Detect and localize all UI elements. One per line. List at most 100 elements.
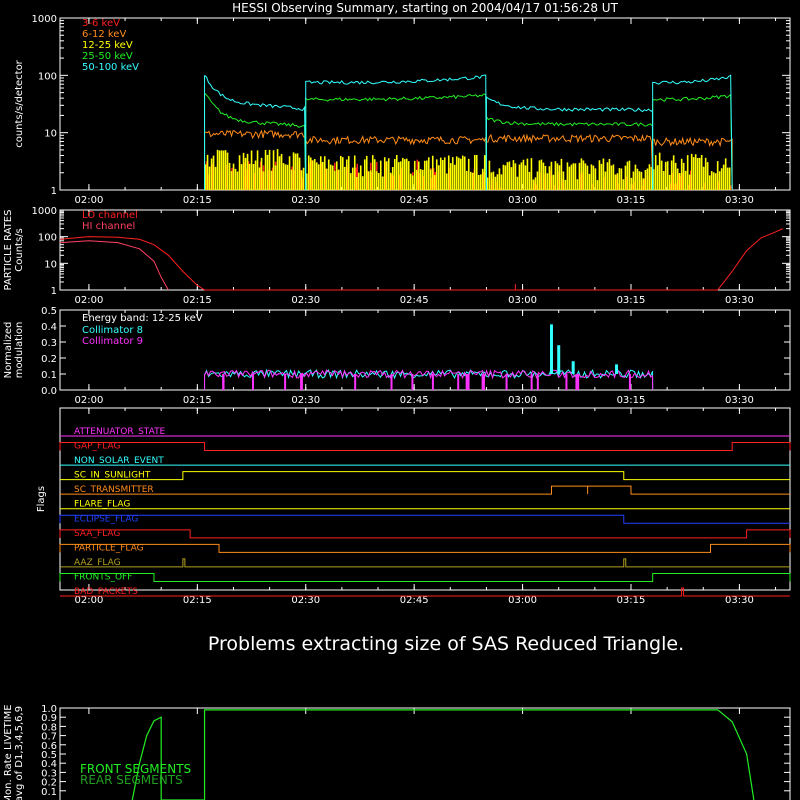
count-rate-panel: 02:00 02:15 02:30 02:45 03:00 03:15 03:30 1 10 10… [14,14,791,206]
y-tick-label: 0.2 [41,778,57,789]
plot-frame [59,407,791,591]
flag-label: ATTENUATOR_STATE [74,427,166,437]
x-tick-label: 03:30 [725,295,754,306]
energy-band-label: Energy band: 12-25 keV [82,313,203,324]
flag-trace [59,572,791,582]
livetime-panel: 0.10.20.30.40.50.60.70.80.91.0 Mon. Rate … [3,704,791,800]
x-tick-label: 02:00 [74,395,103,406]
y-tick-label: 0.2 [41,354,57,365]
y-axis-label: Normalized [3,322,14,379]
green-25-50kev-trace [485,115,654,191]
y-axis-label: Mon. Rate LIVETIME [3,704,14,800]
legend-entry: HI channel [82,221,135,232]
y-axis-label: PARTICLE RATES [3,210,14,291]
x-tick-label: 03:30 [725,595,754,606]
x-tick-label: 02:30 [291,295,320,306]
flag-trace [59,543,791,553]
y-axis-label: Counts/s [14,228,25,272]
flag-label: SC_IN_SUNLIGHT [74,471,151,481]
x-tick-label: 02:45 [400,295,429,306]
y-tick-label: 0.4 [41,759,57,770]
flag-label: BAD_PACKETS [74,587,138,597]
green-25-50kev-trace [652,93,733,191]
x-tick-label: 03:15 [617,295,646,306]
flag-label: ECLIPSE_FLAG [74,514,138,524]
y-tick-label: 0.1 [41,787,57,798]
y-tick-label: 0.6 [41,741,57,752]
legend-entry: Collimator 8 [82,325,143,336]
cyan-50-100kev-trace [204,75,307,191]
y-tick-label: 1 [51,286,57,297]
yellow-12-25kev-trace [486,158,653,190]
y-tick-label: 100 [38,233,57,244]
legend-entry: 50-100 keV [82,62,139,73]
x-tick-label: 03:15 [617,195,646,206]
y-tick-label: 0.9 [41,713,57,724]
y-tick-label: 100 [38,71,57,82]
x-tick-label: 03:15 [617,595,646,606]
cyan-50-100kev-trace [305,74,487,191]
x-tick-label: 03:00 [508,595,537,606]
y-tick-label: 1000 [32,14,57,25]
legend-entry: Collimator 9 [82,336,143,347]
flag-trace [59,442,791,452]
flag-trace [59,529,791,539]
hi-channel-trace [59,240,169,291]
y-axis-label: avg of D1,3,4,5,6,9 [14,706,25,800]
flag-label: FRONTS_OFF [74,572,132,582]
y-tick-label: 1 [51,186,57,197]
legend-entry: 25-50 keV [82,51,133,62]
x-tick-label: 03:00 [508,295,537,306]
cyan-50-100kev-trace [652,74,733,191]
x-tick-label: 03:30 [725,395,754,406]
flag-label: AAZ_FLAG [74,558,121,568]
orange-6-12kev-trace [652,136,733,191]
orange-6-12kev-trace [305,135,487,191]
y-tick-label: 0.3 [41,338,57,349]
collimator-8-trace [204,368,654,391]
flag-trace [60,587,790,597]
sas-warning-message: Problems extracting size of SAS Reduced … [208,633,684,655]
y-tick-label: 0.1 [41,370,57,381]
x-tick-label: 03:15 [617,395,646,406]
flag-label: SC_TRANSMITTER [74,485,154,495]
x-tick-label: 03:00 [508,395,537,406]
lo-channel-trace [59,228,783,291]
yellow-12-25kev-trace [305,154,486,190]
legend-entry: 3-6 keV [82,18,120,29]
plot-frame [59,309,791,391]
y-tick-label: 1.0 [41,704,57,715]
legend-entry: 12-25 keV [82,40,133,51]
x-tick-label: 02:45 [400,595,429,606]
y-tick-label: 0.5 [41,306,57,317]
x-tick-label: 02:15 [183,395,212,406]
y-axis-label: modulation [14,322,25,379]
modulation-panel: 02:00 02:15 02:30 02:45 03:00 03:15 03:30 0.0 0.… [3,306,791,406]
x-tick-label: 03:30 [725,195,754,206]
y-axis-label: counts/s/detector [14,59,25,147]
flag-label: SAA_FLAG [74,529,120,539]
flag-label: NON_SOLAR_EVENT [74,456,164,466]
x-tick-label: 02:00 [74,595,103,606]
y-tick-label: 0.0 [41,386,57,397]
flag-trace [60,471,790,481]
x-tick-label: 02:45 [400,195,429,206]
y-tick-label: 0.7 [41,732,57,743]
flag-label: PARTICLE_FLAG [74,543,144,553]
y-tick-label: 0.8 [41,722,57,733]
legend-entry: REAR SEGMENTS [80,773,183,787]
legend-entry: 6-12 keV [82,29,126,40]
y-tick-label: 0.3 [41,768,57,779]
legend-entry: LO channel [82,210,138,221]
x-tick-label: 03:00 [508,195,537,206]
y-tick-label: 1000 [32,206,57,217]
x-tick-label: 02:00 [74,295,103,306]
orange-6-12kev-trace [485,133,654,191]
x-tick-label: 02:15 [183,295,212,306]
flag-label: GAP_FLAG [74,442,120,452]
front-segments-trace [131,709,755,800]
y-tick-label: 10 [44,129,57,140]
x-tick-label: 02:30 [291,195,320,206]
x-tick-label: 02:30 [291,395,320,406]
